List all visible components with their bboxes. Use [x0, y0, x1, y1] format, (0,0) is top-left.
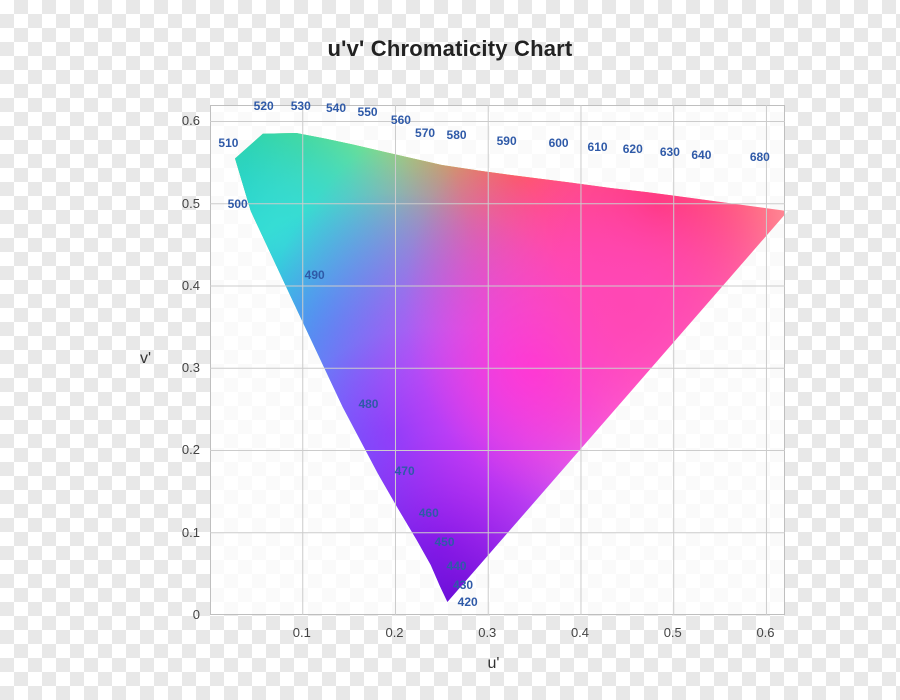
y-tick-label: 0.1 [182, 525, 200, 540]
wavelength-label: 680 [750, 150, 770, 164]
wavelength-label: 530 [291, 99, 311, 113]
wavelength-label: 480 [358, 397, 378, 411]
y-tick-label: 0.3 [182, 360, 200, 375]
wavelength-label: 540 [326, 101, 346, 115]
wavelength-label: 590 [497, 134, 517, 148]
wavelength-label: 640 [691, 148, 711, 162]
wavelength-label: 600 [549, 136, 569, 150]
x-tick-label: 0.6 [756, 625, 774, 640]
wavelength-label: 610 [588, 140, 608, 154]
y-axis-label: v' [140, 350, 151, 368]
wavelength-label: 570 [415, 126, 435, 140]
x-tick-label: 0.4 [571, 625, 589, 640]
wavelength-label: 550 [358, 105, 378, 119]
y-tick-label: 0.6 [182, 113, 200, 128]
wavelength-label: 560 [391, 113, 411, 127]
y-tick-label: 0 [193, 607, 200, 622]
y-tick-label: 0.4 [182, 278, 200, 293]
wavelength-label: 460 [419, 506, 439, 520]
wavelength-label: 500 [228, 197, 248, 211]
x-axis-label: u' [488, 655, 500, 673]
wavelength-label: 490 [305, 268, 325, 282]
wavelength-label: 420 [458, 595, 478, 609]
y-tick-label: 0.5 [182, 196, 200, 211]
x-tick-label: 0.1 [293, 625, 311, 640]
wavelength-label: 440 [447, 559, 467, 573]
x-tick-label: 0.3 [478, 625, 496, 640]
y-tick-label: 0.2 [182, 442, 200, 457]
wavelength-label: 630 [660, 145, 680, 159]
chromaticity-diagram: u'v' Chromaticity Chart 0.10.20.30.40.50… [0, 0, 900, 700]
wavelength-label: 470 [395, 464, 415, 478]
grid-layer [0, 0, 900, 700]
wavelength-label: 450 [434, 535, 454, 549]
wavelength-label: 580 [447, 128, 467, 142]
x-tick-label: 0.5 [664, 625, 682, 640]
wavelength-label: 430 [453, 578, 473, 592]
wavelength-label: 520 [254, 99, 274, 113]
wavelength-label: 510 [218, 136, 238, 150]
x-tick-label: 0.2 [385, 625, 403, 640]
wavelength-label: 620 [623, 142, 643, 156]
